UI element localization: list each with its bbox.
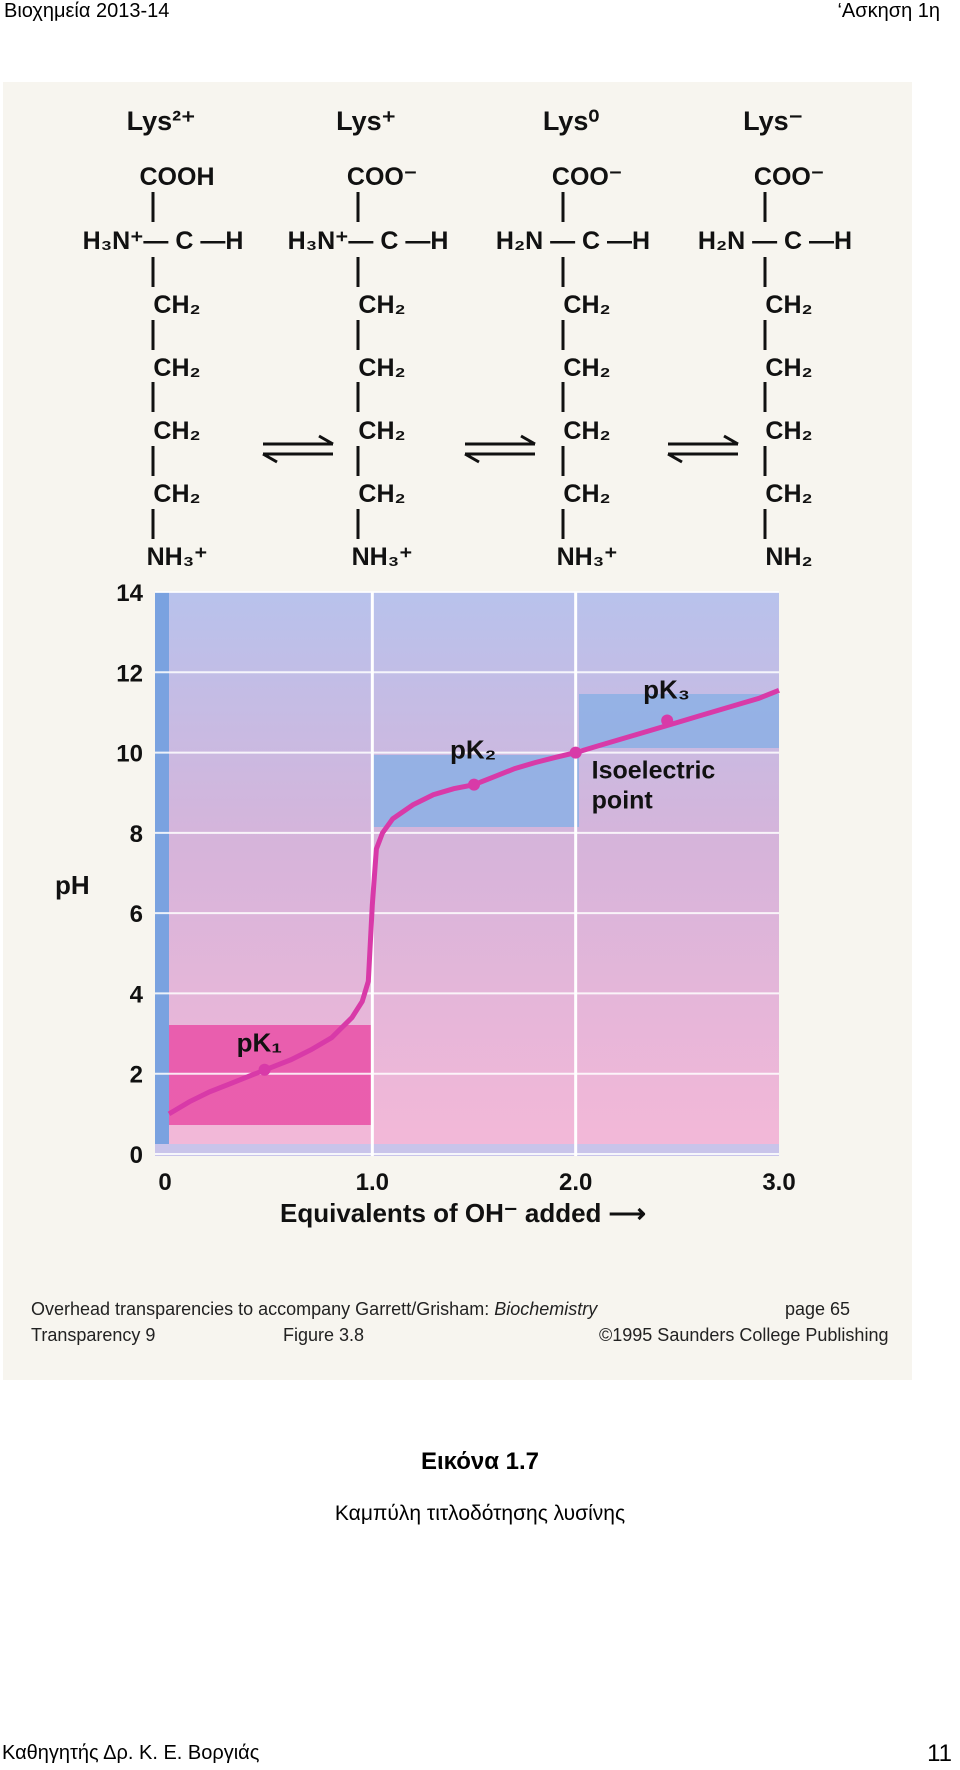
methylene-group: CH₂ [358, 480, 405, 508]
y-axis-label: pH [55, 870, 90, 900]
carboxyl-group: COO⁻ [552, 163, 622, 191]
equilibrium-arrows [262, 434, 739, 464]
lysine-figure: Lys²⁺ COOH H₃N⁺— C —H CH₂ CH₂ CH₂ CH₂ NH₃⁺ Lys⁺ C… [3, 82, 912, 1380]
pk2-buffer-band [373, 755, 579, 827]
credit-figure: Figure 3.8 [283, 1325, 364, 1345]
y-tick-label: 8 [130, 821, 143, 848]
isoelectric-label-point: point [592, 787, 654, 815]
methylene-group: CH₂ [563, 480, 610, 508]
side-chain-amino: NH₃⁺ [557, 543, 618, 571]
figure-caption-title: Εικόνα 1.7 [420, 1448, 540, 1475]
titration-curve [167, 687, 780, 1117]
pk-label: pK₂ [450, 735, 496, 765]
footer-author: Καθηγητής Δρ. Κ. Ε. Βοργιάς [2, 1742, 260, 1764]
x-tick-label: 1.0 [356, 1169, 389, 1196]
header-exercise: ‘Ασκηση 1η [837, 0, 940, 22]
credit-line1-left: Overhead transparencies to accompany Gar… [31, 1299, 598, 1319]
alpha-carbon-row: H₂N — C —H [698, 227, 852, 255]
side-chain-amino: NH₂ [765, 543, 812, 571]
lysine-structures: Lys²⁺ COOH H₃N⁺— C —H CH₂ CH₂ CH₂ CH₂ NH₃⁺ Lys⁺ C… [83, 106, 853, 571]
species-name: Lys²⁺ [127, 106, 196, 136]
methylene-group: CH₂ [153, 417, 200, 445]
x-tick-labels: 0 1.0 2.0 3.0 [158, 1169, 795, 1196]
x-tick-label: 0 [158, 1169, 171, 1196]
pk-point [661, 714, 674, 727]
structure-2: Lys⁺ COO⁻ H₃N⁺— C —H CH₂ CH₂ CH₂ CH₂ NH₃⁺ [288, 106, 449, 571]
titration-chart: 0 2 4 6 8 10 12 14 0 1.0 2.0 3.0 pK₁ pK₂ pK₃ Isoelect… [55, 580, 796, 1228]
credit-book: Biochemistry [494, 1299, 598, 1319]
carboxyl-group: COOH [140, 163, 215, 191]
pk1-buffer-band [169, 1025, 373, 1125]
y-tick-label: 0 [130, 1142, 143, 1169]
methylene-group: CH₂ [765, 291, 812, 319]
alpha-carbon-row: H₃N⁺— C —H [83, 227, 244, 255]
x-axis-label: Equivalents of OH⁻ added ⟶ [280, 1198, 646, 1228]
methylene-group: CH₂ [563, 291, 610, 319]
methylene-group: CH₂ [358, 354, 405, 382]
structure-1: Lys²⁺ COOH H₃N⁺— C —H CH₂ CH₂ CH₂ CH₂ NH₃⁺ [83, 106, 244, 571]
methylene-group: CH₂ [563, 417, 610, 445]
x-tick-label: 3.0 [762, 1169, 795, 1196]
pk-label: pK₁ [237, 1028, 282, 1058]
y-tick-label: 2 [130, 1062, 143, 1089]
pk-point [569, 746, 582, 759]
carboxyl-group: COO⁻ [347, 163, 417, 191]
methylene-group: CH₂ [765, 480, 812, 508]
methylene-group: CH₂ [153, 480, 200, 508]
structure-3: Lys⁰ COO⁻ H₂N — C —H CH₂ CH₂ CH₂ CH₂ NH₃⁺ [496, 106, 650, 571]
credit-publisher: ©1995 Saunders College Publishing [599, 1325, 888, 1345]
header-course: Βιοχημεία 2013-14 [4, 0, 170, 22]
equilibrium-arrow-1 [262, 434, 334, 464]
methylene-group: CH₂ [765, 354, 812, 382]
species-name: Lys⁰ [543, 106, 600, 136]
species-name: Lys⁻ [743, 106, 803, 136]
figure-svg: Lys²⁺ COOH H₃N⁺— C —H CH₂ CH₂ CH₂ CH₂ NH₃⁺ Lys⁺ C… [31, 106, 888, 1345]
alpha-carbon-row: H₂N — C —H [496, 227, 650, 255]
pk-point [258, 1063, 271, 1076]
pk-point [468, 778, 480, 791]
species-name: Lys⁺ [336, 106, 396, 136]
carboxyl-group: COO⁻ [754, 163, 824, 191]
equilibrium-arrow-2 [464, 434, 536, 464]
grid-lines [155, 591, 779, 1156]
methylene-group: CH₂ [153, 354, 200, 382]
methylene-group: CH₂ [153, 291, 200, 319]
side-chain-amino: NH₃⁺ [147, 543, 208, 571]
plot-left-strip [155, 592, 169, 1156]
y-tick-labels: 0 2 4 6 8 10 12 14 [116, 580, 143, 1169]
alpha-carbon-row: H₃N⁺— C —H [288, 227, 449, 255]
isoelectric-label: Isoelectric [592, 757, 716, 785]
figure-caption-subtitle: Καμπύλη τιτλοδότησης λυσίνης [334, 1502, 626, 1525]
methylene-group: CH₂ [765, 417, 812, 445]
y-tick-label: 4 [130, 981, 144, 1008]
structure-4: Lys⁻ COO⁻ H₂N — C —H CH₂ CH₂ CH₂ CH₂ NH₂ [698, 106, 852, 571]
side-chain-amino: NH₃⁺ [352, 543, 413, 571]
y-tick-label: 6 [130, 901, 143, 928]
credit-page: page 65 [785, 1299, 850, 1319]
y-tick-label: 10 [116, 741, 143, 768]
y-tick-label: 12 [116, 660, 143, 687]
credit-text: Overhead transparencies to accompany Gar… [31, 1299, 494, 1319]
credit-transparency: Transparency 9 [31, 1325, 155, 1345]
methylene-group: CH₂ [358, 291, 405, 319]
equilibrium-arrow-3 [667, 434, 739, 464]
pk-label: pK₃ [643, 674, 690, 704]
methylene-group: CH₂ [358, 417, 405, 445]
methylene-group: CH₂ [563, 354, 610, 382]
page-number: 11 [927, 1740, 952, 1767]
x-tick-label: 2.0 [559, 1169, 592, 1196]
y-tick-label: 14 [116, 580, 143, 607]
